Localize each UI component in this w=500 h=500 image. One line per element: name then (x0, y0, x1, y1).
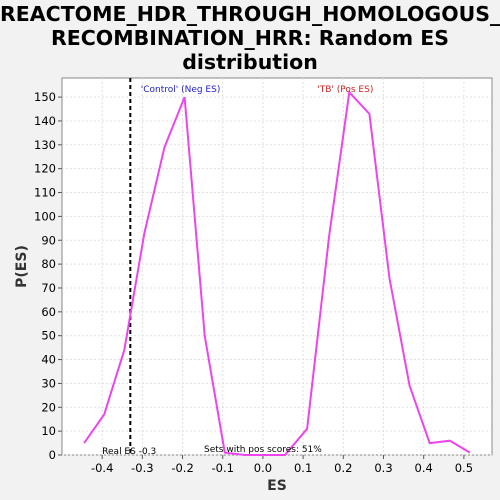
pos-scores-label: Sets with pos scores: 51% (204, 445, 322, 455)
y-tick-label-12: 120 (34, 162, 56, 176)
y-tick-label-2: 20 (41, 400, 56, 414)
y-axis-label: P(ES) (14, 245, 30, 288)
x-tick-label-9: 0.5 (455, 461, 473, 475)
x-tick-label-1: -0.3 (131, 461, 153, 475)
pos-es-label: 'TB' (Pos ES) (317, 85, 373, 95)
y-tick-label-8: 80 (41, 257, 56, 271)
x-tick-label-2: -0.2 (171, 461, 193, 475)
x-tick-label-3: -0.1 (212, 461, 234, 475)
x-tick-label-6: 0.2 (334, 461, 352, 475)
x-axis-label: ES (267, 478, 287, 494)
y-tick-label-11: 110 (34, 186, 56, 200)
x-tick-label-5: 0.1 (294, 461, 312, 475)
y-tick-label-0: 0 (49, 448, 56, 462)
plot-area (62, 78, 492, 455)
y-tick-label-9: 90 (41, 233, 56, 247)
y-tick-label-7: 70 (41, 281, 56, 295)
y-tick-label-5: 50 (41, 329, 56, 343)
y-tick-label-14: 140 (34, 114, 56, 128)
y-tick-label-10: 100 (34, 209, 56, 223)
y-tick-label-4: 40 (41, 353, 56, 367)
y-tick-label-3: 30 (41, 376, 56, 390)
y-tick-label-1: 10 (41, 424, 56, 438)
y-tick-label-6: 60 (41, 305, 56, 319)
y-tick-label-13: 130 (34, 138, 56, 152)
x-axis-ticks: -0.4 -0.3 -0.2 -0.1 0.0 0.1 0.2 0.3 0.4 0.5 (91, 455, 473, 475)
x-tick-label-0: -0.4 (91, 461, 113, 475)
real-es-label: Real ES -0.3 (102, 447, 156, 457)
y-axis-ticks: 0 10 20 30 40 50 60 70 80 90 100 110 120 130 140 150 (34, 90, 62, 462)
x-tick-label-8: 0.4 (415, 461, 433, 475)
x-tick-label-4: 0.0 (254, 461, 272, 475)
y-tick-label-15: 150 (34, 90, 56, 104)
neg-es-label: 'Control' (Neg ES) (141, 85, 221, 95)
x-tick-label-7: 0.3 (374, 461, 392, 475)
